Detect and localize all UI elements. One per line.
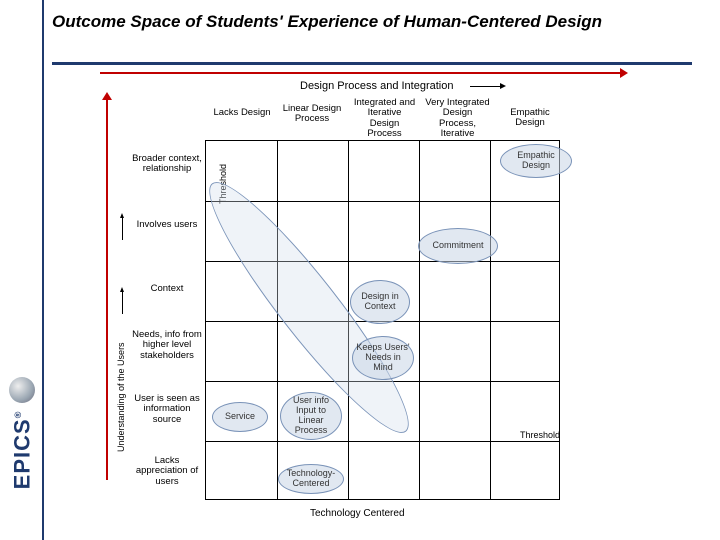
blob-tech-centered: Technology-Centered (278, 464, 344, 494)
blob-keeps-needs-label: Keeps Users' Needs in Mind (355, 343, 411, 373)
col-header-2: Integrated and Iterative Design Process (352, 98, 417, 140)
col-header-4: Empathic Design (500, 108, 560, 129)
left-axis-arrow-icon (122, 292, 123, 314)
col-header-3: Very Integrated Design Process, Iterativ… (425, 98, 490, 140)
blob-service: Service (212, 402, 268, 432)
threshold-bottom-label: Threshold (520, 430, 560, 440)
blob-tech-centered-label: Technology-Centered (281, 469, 341, 489)
blob-user-info: User info Input to Linear Process (280, 392, 342, 440)
epics-logo: EPICS® (0, 330, 44, 510)
left-axis-label: Understanding of the Users (116, 342, 126, 452)
bottom-axis-label: Technology Centered (310, 508, 405, 519)
col-header-1: Linear Design Process (282, 104, 342, 125)
gridline-v1 (277, 141, 278, 499)
blob-user-info-label: User info Input to Linear Process (283, 396, 339, 436)
blob-service-label: Service (225, 412, 255, 422)
title-underline (52, 62, 692, 65)
col-header-0: Lacks Design (212, 108, 272, 118)
logo-text-label: EPICS (9, 418, 34, 489)
slide-title: Outcome Space of Students' Experience of… (52, 12, 700, 32)
gridline-h5 (206, 441, 559, 442)
row-label-5: Lacks appreciation of users (132, 456, 202, 487)
gridline-v4 (490, 141, 491, 499)
blob-keeps-needs: Keeps Users' Needs in Mind (352, 336, 414, 380)
top-axis-label: Design Process and Integration (300, 80, 453, 92)
gridline-h1 (206, 201, 559, 202)
row-label-4: User is seen as information source (130, 394, 204, 425)
gridline-v3 (419, 141, 420, 499)
title-bar: Outcome Space of Students' Experience of… (52, 12, 700, 32)
red-arrow-horizontal (100, 72, 620, 74)
blob-empathic: Empathic Design (500, 144, 572, 178)
row-label-1: Involves users (132, 220, 202, 230)
row-label-0: Broader context, relationship (132, 154, 202, 175)
left-axis-arrow2-icon (122, 218, 123, 240)
blob-design-context: Design in Context (350, 280, 410, 324)
top-axis-arrow-icon (470, 86, 500, 87)
blob-design-context-label: Design in Context (353, 292, 407, 312)
logo-text: EPICS® (9, 411, 35, 490)
blob-commitment-label: Commitment (432, 241, 483, 251)
blob-commitment: Commitment (418, 228, 498, 264)
registered-mark: ® (13, 411, 23, 419)
row-label-2: Context (132, 284, 202, 294)
blob-empathic-label: Empathic Design (503, 151, 569, 171)
row-label-3: Needs, info from higher level stakeholde… (130, 330, 204, 361)
globe-icon (9, 377, 35, 403)
outcome-diagram: Design Process and Integration Lacks Des… (100, 80, 690, 540)
